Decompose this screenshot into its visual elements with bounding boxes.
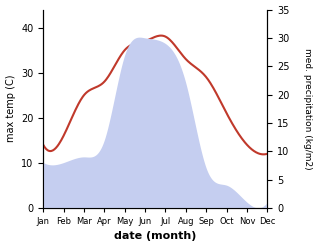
- Y-axis label: max temp (C): max temp (C): [5, 75, 16, 143]
- Y-axis label: med. precipitation (kg/m2): med. precipitation (kg/m2): [303, 48, 313, 169]
- X-axis label: date (month): date (month): [114, 231, 197, 242]
